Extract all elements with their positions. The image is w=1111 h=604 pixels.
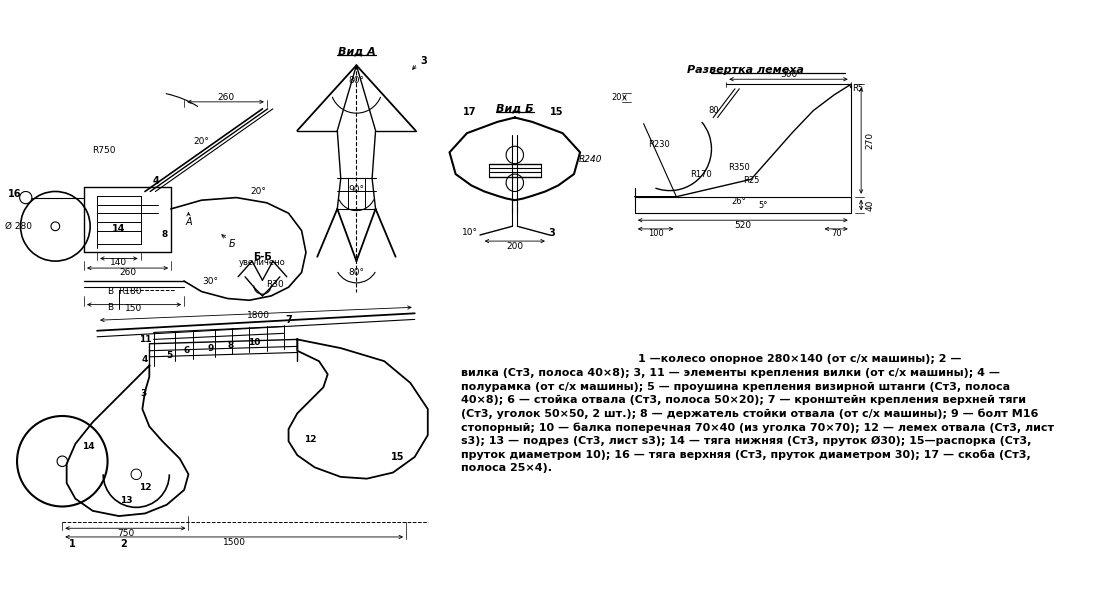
Text: s3); 13 — подрез (Ст3, лист s3); 14 — тяга нижняя (Ст3, пруток Ø30); 15—распорка: s3); 13 — подрез (Ст3, лист s3); 14 — тя… [461,435,1031,446]
Text: 16: 16 [8,189,21,199]
Text: R25: R25 [743,176,759,185]
Text: 3: 3 [140,389,147,398]
Text: 20: 20 [611,93,622,102]
Text: 20°: 20° [250,187,266,196]
Text: В: В [107,287,113,296]
Text: 2: 2 [120,539,127,549]
Text: 13: 13 [120,496,132,505]
Text: 5°: 5° [759,201,768,210]
Text: 9: 9 [207,344,213,353]
Text: R30: R30 [267,280,284,289]
Text: 6: 6 [183,346,190,355]
Text: 150: 150 [126,304,142,313]
Text: 1800: 1800 [247,310,270,320]
Text: 4: 4 [153,176,160,186]
Text: R750: R750 [92,146,116,155]
Text: 1: 1 [69,539,77,549]
Text: 270: 270 [865,132,874,149]
Text: 12: 12 [304,435,317,444]
Text: 20°: 20° [193,137,210,146]
Text: полурамка (от с/х машины); 5 — проушина крепления визирной штанги (Ст3, полоса: полурамка (от с/х машины); 5 — проушина … [461,382,1010,392]
Text: R5: R5 [852,85,863,93]
Text: R240: R240 [579,155,602,164]
Text: 8: 8 [227,341,233,350]
Text: Вид A: Вид A [338,47,376,56]
Text: 300: 300 [780,71,797,79]
Text: 4: 4 [142,355,148,364]
Text: Ø 280: Ø 280 [6,222,32,231]
Text: увеличено: увеличено [239,259,286,268]
Text: 3: 3 [420,56,427,66]
Text: 520: 520 [734,221,751,230]
Text: вилка (Ст3, полоса 40×8); 3, 11 — элементы крепления вилки (от с/х машины); 4 —: вилка (Ст3, полоса 40×8); 3, 11 — элемен… [461,368,1000,378]
Text: A: A [186,217,192,227]
Text: 14: 14 [82,442,94,451]
Text: R170: R170 [690,170,712,179]
Text: 1 —колесо опорное 280×140 (от с/х машины); 2 —: 1 —колесо опорное 280×140 (от с/х машины… [638,354,961,364]
Text: 17: 17 [463,108,477,117]
Text: 30°: 30° [202,277,218,286]
Text: 10°: 10° [461,228,478,237]
Text: 200: 200 [507,242,523,251]
Text: 100: 100 [648,229,663,238]
Text: 260: 260 [119,268,137,277]
Text: 80°: 80° [349,268,364,277]
Text: 40: 40 [865,199,874,211]
Text: Б-Б: Б-Б [253,252,272,262]
Text: Развертка лемеха: Развертка лемеха [687,65,804,75]
Text: 90°: 90° [349,185,364,194]
Text: 70: 70 [831,229,841,238]
Text: 3: 3 [548,228,554,238]
Text: Б: Б [229,239,236,249]
Text: 1500: 1500 [223,538,247,547]
Text: 80°: 80° [349,77,364,86]
Text: 7: 7 [286,315,292,326]
Text: 12: 12 [139,483,151,492]
Text: стопорный; 10 — балка поперечная 70×40 (из уголка 70×70); 12 — лемех отвала (Ст3: стопорный; 10 — балка поперечная 70×40 (… [461,422,1054,432]
Text: 10: 10 [248,338,260,347]
Text: R350: R350 [728,162,750,172]
Text: 140: 140 [110,259,128,268]
Text: пруток диаметром 10); 16 — тяга верхняя (Ст3, пруток диаметром 30); 17 — скоба (: пруток диаметром 10); 16 — тяга верхняя … [461,449,1031,460]
Text: 15: 15 [550,108,563,117]
Text: В: В [107,303,113,312]
Text: 11: 11 [139,335,151,344]
Text: 80: 80 [708,106,719,115]
Text: 26°: 26° [731,196,745,205]
Text: 260: 260 [218,93,234,102]
Text: 40×8); 6 — стойка отвала (Ст3, полоса 50×20); 7 — кронштейн крепления верхней тя: 40×8); 6 — стойка отвала (Ст3, полоса 50… [461,395,1025,405]
Text: 14: 14 [112,224,126,234]
Text: Вид Б: Вид Б [496,104,533,114]
Text: 15: 15 [391,452,404,462]
Text: 5: 5 [167,350,172,359]
Text: R180: R180 [119,287,142,296]
Text: R230: R230 [649,140,670,149]
Text: полоса 25×4).: полоса 25×4). [461,463,552,472]
Text: 750: 750 [117,529,134,538]
Text: (Ст3, уголок 50×50, 2 шт.); 8 — держатель стойки отвала (от с/х машины); 9 — бол: (Ст3, уголок 50×50, 2 шт.); 8 — держател… [461,408,1038,419]
Text: 8: 8 [162,231,168,240]
